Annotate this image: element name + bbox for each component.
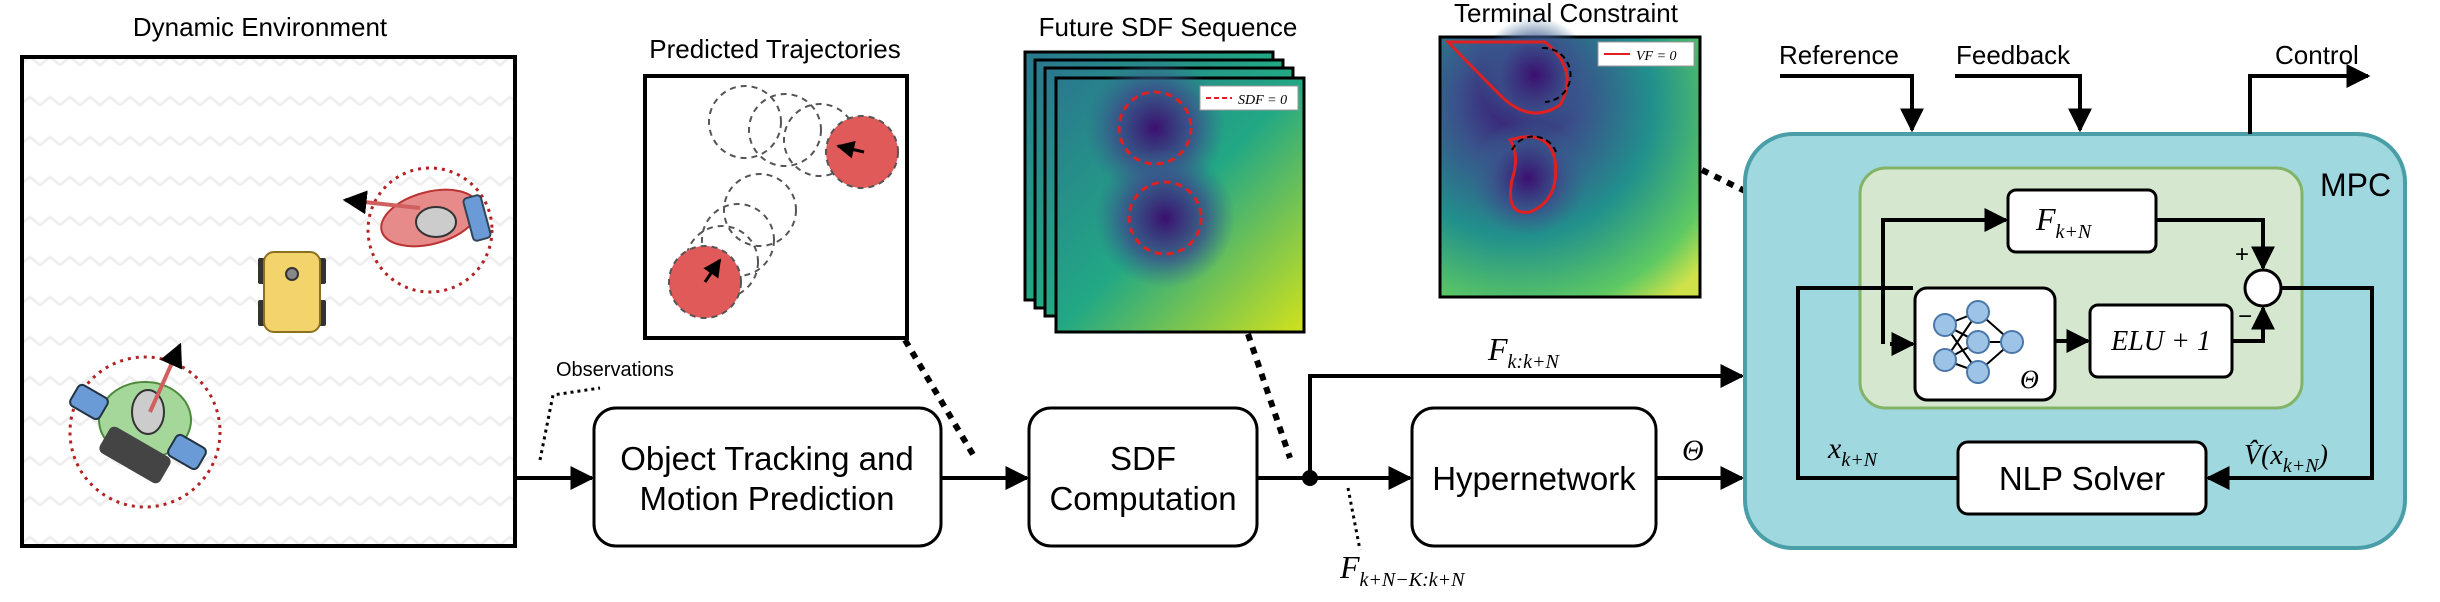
sdf-label-line1: SDF <box>1110 440 1176 477</box>
f-window-label: Fk:k+N <box>1487 331 1560 373</box>
mpc-block: MPC Fk+N Θ ELU + 1 + − NLP Solver <box>1743 132 2407 550</box>
sdf-computation-block: SDF Computation <box>1027 406 1259 548</box>
terminal-constraint-title: Terminal Constraint <box>1454 0 1679 28</box>
predicted-trajectories-title: Predicted Trajectories <box>649 34 900 64</box>
terminal-constraint-panel: Terminal Constraint VF = 0 <box>1438 0 1702 299</box>
dynamic-environment-title: Dynamic Environment <box>133 12 388 42</box>
sdf-label-line2: Computation <box>1049 480 1236 517</box>
mpc-label: MPC <box>2320 167 2391 203</box>
observations-pointer <box>538 386 601 461</box>
plus-sign: + <box>2235 241 2249 268</box>
elu-label: ELU + 1 <box>2110 326 2211 357</box>
dynamic-environment-panel: Dynamic Environment <box>20 12 517 548</box>
sdf-legend: SDF = 0 <box>1199 85 1299 111</box>
external-signals: Reference Feedback Control <box>1779 40 2371 134</box>
ego-robot-icon <box>258 251 326 333</box>
feedback-label: Feedback <box>1956 40 2071 70</box>
obstacle-car-left-icon <box>68 342 222 509</box>
control-label: Control <box>2275 40 2359 70</box>
v-hat-label: V̂(xk+N) <box>2244 440 2328 477</box>
hypernetwork-block: Hypernetwork <box>1410 406 1658 548</box>
future-sdf-sequence-title: Future SDF Sequence <box>1039 12 1298 42</box>
future-sdf-sequence-panel: Future SDF Sequence SDF = 0 <box>1023 12 1306 334</box>
predicted-trajectories-panel: Predicted Trajectories <box>643 34 909 340</box>
mpc-internal-connectors <box>1796 208 2374 490</box>
x-terminal-label: xk+N <box>1827 432 1879 471</box>
nlp-solver-label: NLP Solver <box>1999 460 2165 497</box>
f-history-label: Fk+N−K:k+N <box>1339 549 1466 591</box>
object-tracking-block: Object Tracking and Motion Prediction <box>592 406 943 548</box>
terminal-set-region-2 <box>1507 135 1558 214</box>
tracking-label-line2: Motion Prediction <box>640 480 895 517</box>
observations-label: Observations <box>556 359 674 381</box>
sdf-zero-contour-2 <box>1127 180 1203 256</box>
sdf-legend-label: SDF = 0 <box>1238 93 1287 108</box>
theta-edge-label: Θ <box>1682 434 1704 467</box>
obstacle-car-right-icon <box>342 166 494 294</box>
vf-legend-label: VF = 0 <box>1636 49 1677 64</box>
hypernetwork-label: Hypernetwork <box>1432 460 1636 497</box>
f-terminal-label: Fk+N <box>2035 201 2093 243</box>
tracking-label-line1: Object Tracking and <box>620 440 914 477</box>
neural-network-block: Θ <box>1913 286 2057 402</box>
sdf-zero-contour-1 <box>1117 90 1193 166</box>
vf-legend: VF = 0 <box>1597 41 1695 67</box>
terminal-set-region-1 <box>1444 40 1569 115</box>
reference-label: Reference <box>1779 40 1899 70</box>
summing-junction <box>2243 268 2283 308</box>
theta-net-label: Θ <box>2020 365 2039 394</box>
minus-sign: − <box>2238 303 2252 330</box>
